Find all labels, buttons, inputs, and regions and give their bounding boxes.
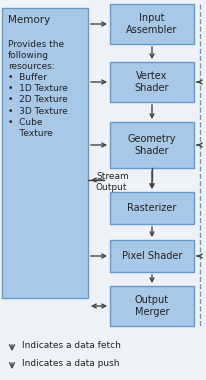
Text: Input
Assembler: Input Assembler [126,13,178,35]
Text: Geometry
Shader: Geometry Shader [128,134,176,156]
Text: Rasterizer: Rasterizer [127,203,177,213]
Text: Stream
Output: Stream Output [96,172,129,192]
Bar [110,192,194,224]
Bar [110,62,194,102]
Bar [110,4,194,44]
Bar [2,8,88,298]
Text: Indicates a data push: Indicates a data push [22,359,119,369]
Text: Vertex
Shader: Vertex Shader [135,71,169,93]
Bar [110,122,194,168]
Text: Output
Merger: Output Merger [135,295,169,317]
Bar [110,286,194,326]
Text: Pixel Shader: Pixel Shader [122,251,182,261]
Bar [110,240,194,272]
Text: Indicates a data fetch: Indicates a data fetch [22,342,121,350]
Text: Memory: Memory [8,15,50,25]
Text: Provides the
following
resources:
•  Buffer
•  1D Texture
•  2D Texture
•  3D Te: Provides the following resources: • Buff… [8,40,68,138]
